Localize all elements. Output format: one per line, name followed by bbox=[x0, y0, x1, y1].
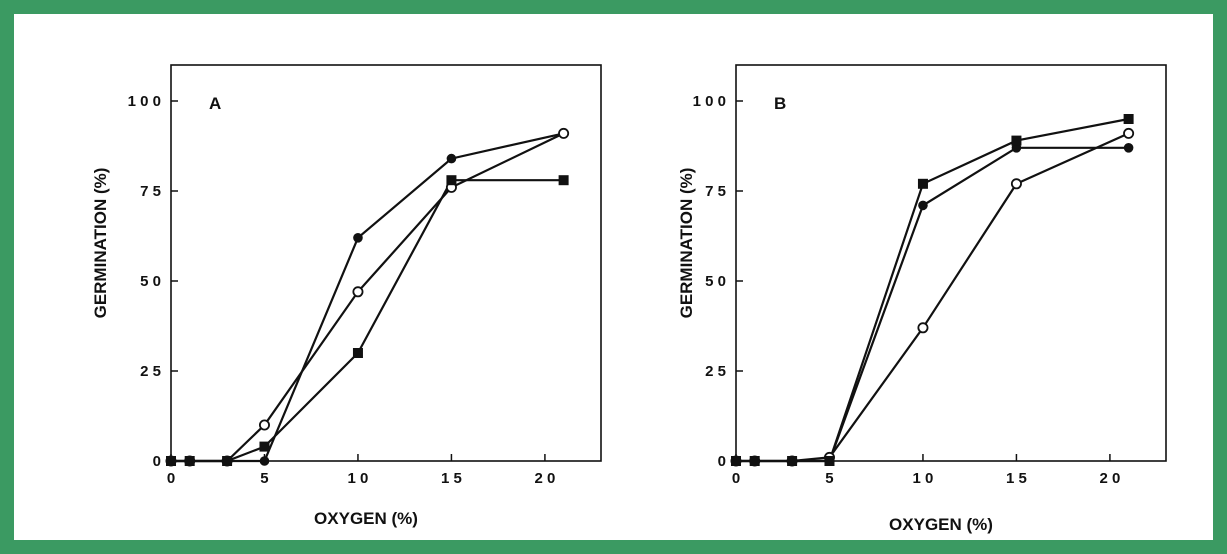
series-line-filled-square bbox=[736, 117, 1129, 463]
y-tick-label: 1 0 0 bbox=[693, 93, 726, 110]
data-point-filled-square bbox=[824, 456, 835, 466]
data-point-open-circle bbox=[1010, 178, 1022, 190]
data-point-filled-square bbox=[787, 456, 798, 466]
data-point-filled-square bbox=[731, 456, 741, 466]
series-line-filled-square bbox=[171, 179, 564, 463]
data-point-filled-square bbox=[558, 175, 569, 186]
series-line-open-circle bbox=[736, 132, 1130, 463]
x-tick-label: 0 bbox=[732, 470, 740, 487]
x-axis-title: OXYGEN (%) bbox=[314, 509, 418, 528]
data-point-filled-square bbox=[917, 178, 928, 189]
y-tick-label: 0 bbox=[718, 453, 726, 470]
panel-label: B bbox=[774, 94, 786, 113]
y-tick-label: 7 5 bbox=[705, 183, 726, 200]
data-point-filled-circle bbox=[353, 233, 363, 243]
plot-border bbox=[735, 64, 1167, 462]
data-point-open-circle bbox=[258, 419, 270, 431]
data-point-filled-square bbox=[166, 456, 176, 466]
data-point-open-circle bbox=[1123, 127, 1135, 139]
data-point-filled-square bbox=[222, 456, 233, 466]
y-tick-label: 2 5 bbox=[140, 363, 161, 380]
y-tick-label: 5 0 bbox=[705, 273, 726, 290]
data-point-open-circle bbox=[917, 322, 929, 334]
data-point-filled-circle bbox=[259, 456, 270, 466]
data-point-filled-circle bbox=[446, 153, 457, 164]
y-tick-label: 1 0 0 bbox=[128, 93, 161, 110]
data-point-filled-square bbox=[184, 456, 195, 466]
x-tick-label: 1 5 bbox=[441, 470, 462, 487]
x-tick-label: 5 bbox=[260, 470, 268, 487]
data-point-filled-square bbox=[352, 348, 363, 358]
data-point-filled-square bbox=[259, 441, 270, 452]
data-point-filled-square bbox=[1011, 135, 1022, 146]
y-tick-label: 5 0 bbox=[140, 273, 161, 290]
x-tick-label: 2 0 bbox=[534, 470, 555, 487]
chart-panel-a: 0 2 5 5 0 7 5 1 0 0 0 5 1 0 1 5 2 0 OXYGEN (%) GERM… bbox=[91, 64, 602, 528]
data-point-open-circle bbox=[352, 286, 364, 298]
y-tick-label: 0 bbox=[153, 453, 161, 470]
data-point-filled-square bbox=[749, 456, 760, 466]
data-point-filled-circle bbox=[1123, 143, 1134, 153]
x-tick-label: 1 0 bbox=[913, 470, 934, 487]
data-point-filled-circle bbox=[918, 200, 928, 211]
x-tick-label: 0 bbox=[167, 470, 175, 487]
chart-panel-b: 0 2 5 5 0 7 5 1 0 0 0 5 1 0 1 5 2 0 OXYGEN (%) GERM… bbox=[677, 64, 1167, 534]
series-line-filled-circle bbox=[736, 146, 1129, 463]
x-tick-label: 1 0 bbox=[348, 470, 369, 487]
data-point-filled-square bbox=[446, 175, 457, 186]
series-line-filled-circle bbox=[171, 132, 564, 463]
x-axis-title: OXYGEN (%) bbox=[889, 515, 993, 534]
y-tick-label: 7 5 bbox=[140, 183, 161, 200]
data-point-filled-square bbox=[1123, 114, 1134, 124]
panel-label: A bbox=[209, 94, 221, 113]
x-tick-label: 1 5 bbox=[1006, 470, 1027, 487]
y-axis-title: GERMINATION (%) bbox=[677, 168, 696, 319]
data-point-open-circle bbox=[558, 127, 570, 139]
y-axis-title: GERMINATION (%) bbox=[91, 168, 110, 319]
series-line-open-circle bbox=[171, 132, 565, 463]
x-tick-label: 2 0 bbox=[1099, 470, 1120, 487]
plot-border bbox=[170, 64, 602, 462]
y-tick-label: 2 5 bbox=[705, 363, 726, 380]
x-tick-label: 5 bbox=[825, 470, 833, 487]
